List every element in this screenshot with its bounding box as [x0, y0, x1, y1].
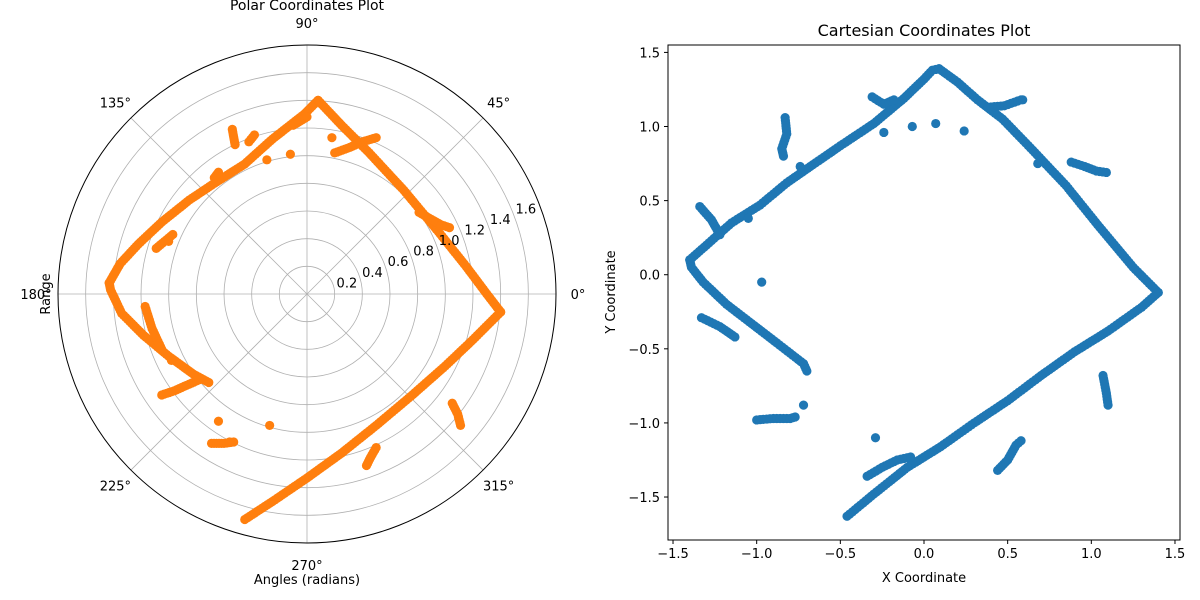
polar-xlabel: Angles (radians) — [254, 573, 360, 588]
polar-data-point — [302, 112, 312, 122]
polar-data-point — [361, 460, 372, 471]
polar-data-point — [265, 420, 275, 431]
cartesian-data-point — [802, 366, 812, 376]
polar-radial-tick-label: 0.6 — [388, 255, 409, 270]
polar-data-point — [164, 236, 174, 247]
cartesian-data-point — [730, 332, 740, 342]
cartesian-data-point — [1101, 167, 1111, 178]
cartesian-y-tick-label: 0.5 — [639, 195, 660, 210]
cartesian-data-point — [743, 213, 753, 223]
cartesian-y-tick-label: 1.5 — [639, 46, 660, 61]
polar-radial-tick-label: 1.4 — [490, 213, 511, 228]
polar-data-point — [157, 344, 167, 354]
cartesian-x-tick-label: 0.5 — [997, 547, 1018, 562]
polar-radial-tick-label: 1.2 — [464, 223, 485, 238]
polar-radial-tick-label: 0.2 — [337, 276, 358, 291]
cartesian-axes-frame — [667, 44, 1181, 541]
cartesian-data-point — [715, 230, 725, 240]
cartesian-x-tick-label: −1.5 — [657, 547, 689, 562]
polar-data-point — [230, 140, 240, 150]
polar-radial-tick-label: 1.6 — [515, 202, 536, 217]
cartesian-y-ticks: −1.5 −1.0 −0.5 0.0 0.5 1.0 1.5 — [628, 46, 668, 506]
cartesian-data-point — [757, 277, 767, 287]
cartesian-x-tick-label: 1.5 — [1165, 547, 1186, 562]
polar-angle-tick-label: 90° — [295, 17, 318, 32]
cartesian-data-point — [931, 118, 941, 129]
polar-data-point — [285, 149, 295, 159]
cartesian-x-tick-label: 1.0 — [1081, 547, 1102, 562]
polar-radial-tick-label: 0.4 — [362, 266, 383, 281]
cartesian-data-point — [870, 433, 881, 443]
cartesian-y-tick-label: −1.0 — [628, 417, 660, 432]
polar-data-point — [204, 377, 214, 388]
polar-data-point — [455, 420, 466, 431]
cartesian-data-point — [906, 452, 916, 462]
polar-title: Polar Coordinates Plot — [230, 0, 385, 14]
cartesian-data-point — [790, 412, 800, 422]
cartesian-y-tick-label: 0.0 — [639, 269, 660, 284]
polar-angle-tick-label: 225° — [100, 480, 131, 495]
cartesian-data-point — [1018, 95, 1028, 105]
cartesian-y-tick-label: 1.0 — [639, 121, 660, 136]
cartesian-y-tick-label: −0.5 — [628, 343, 660, 358]
polar-data-point — [168, 229, 178, 240]
polar-angle-tick-label: 180° — [20, 288, 51, 303]
polar-data-point — [240, 514, 250, 525]
cartesian-ylabel: Y Coordinate — [604, 250, 619, 334]
polar-ylabel: Range — [39, 273, 54, 314]
polar-grid — [58, 45, 556, 543]
polar-angle-tick-label: 135° — [100, 96, 131, 111]
polar-subplot: Polar Coordinates Plot 0° 45° 90° 135° 180° 2… — [20, 0, 585, 588]
polar-angle-tick-label: 315° — [483, 480, 514, 495]
cartesian-data-point — [778, 151, 789, 161]
polar-radial-tick-labels: 0.2 0.4 0.6 0.8 1.0 1.2 1.4 1.6 — [337, 202, 537, 291]
polar-angular-gridline — [130, 293, 308, 471]
polar-angle-tick-labels: 0° 45° 90° 135° 180° 225° 270° 315° — [20, 17, 585, 574]
cartesian-data-point — [1103, 400, 1113, 410]
polar-data-point — [262, 155, 272, 165]
cartesian-data-point — [907, 121, 917, 132]
polar-data-point — [224, 437, 235, 447]
polar-angle-tick-label: 0° — [571, 288, 586, 303]
cartesian-data-point — [1033, 158, 1043, 169]
cartesian-y-tick-label: −1.5 — [628, 491, 660, 506]
polar-angle-tick-label: 45° — [487, 96, 510, 111]
cartesian-data-point — [842, 511, 852, 521]
polar-data-points — [104, 95, 506, 525]
cartesian-title: Cartesian Coordinates Plot — [818, 21, 1031, 40]
polar-data-point — [444, 223, 455, 233]
cartesian-data-points — [685, 64, 1163, 521]
polar-data-point — [249, 130, 260, 140]
cartesian-x-tick-label: −0.5 — [825, 547, 857, 562]
polar-data-point — [213, 167, 224, 177]
polar-angle-tick-label: 270° — [291, 559, 322, 574]
polar-data-point — [371, 133, 381, 143]
polar-frame — [57, 44, 557, 544]
polar-data-point — [213, 416, 224, 426]
cartesian-data-point — [889, 95, 899, 105]
cartesian-data-point — [1016, 436, 1026, 446]
cartesian-data-point — [959, 126, 969, 136]
cartesian-data-point — [795, 161, 805, 172]
polar-radial-tick-label: 0.8 — [413, 245, 434, 260]
polar-data-point — [194, 375, 204, 385]
cartesian-x-ticks: −1.5 −1.0 −0.5 0.0 0.5 1.0 1.5 — [657, 540, 1185, 562]
polar-radial-tick-label: 1.0 — [439, 234, 460, 249]
polar-angular-gridline — [130, 117, 308, 295]
polar-angular-gridline — [306, 293, 484, 471]
cartesian-x-tick-label: 0.0 — [914, 547, 935, 562]
cartesian-xlabel: X Coordinate — [882, 571, 966, 586]
polar-data-point — [166, 355, 177, 365]
cartesian-data-point — [879, 127, 889, 138]
polar-data-point — [327, 133, 337, 143]
cartesian-data-point — [798, 400, 809, 410]
cartesian-subplot: Cartesian Coordinates Plot −1.5 −1.0 −0.5 0… — [604, 21, 1185, 586]
polar-angular-gridline — [306, 117, 484, 295]
cartesian-x-tick-label: −1.0 — [741, 547, 773, 562]
